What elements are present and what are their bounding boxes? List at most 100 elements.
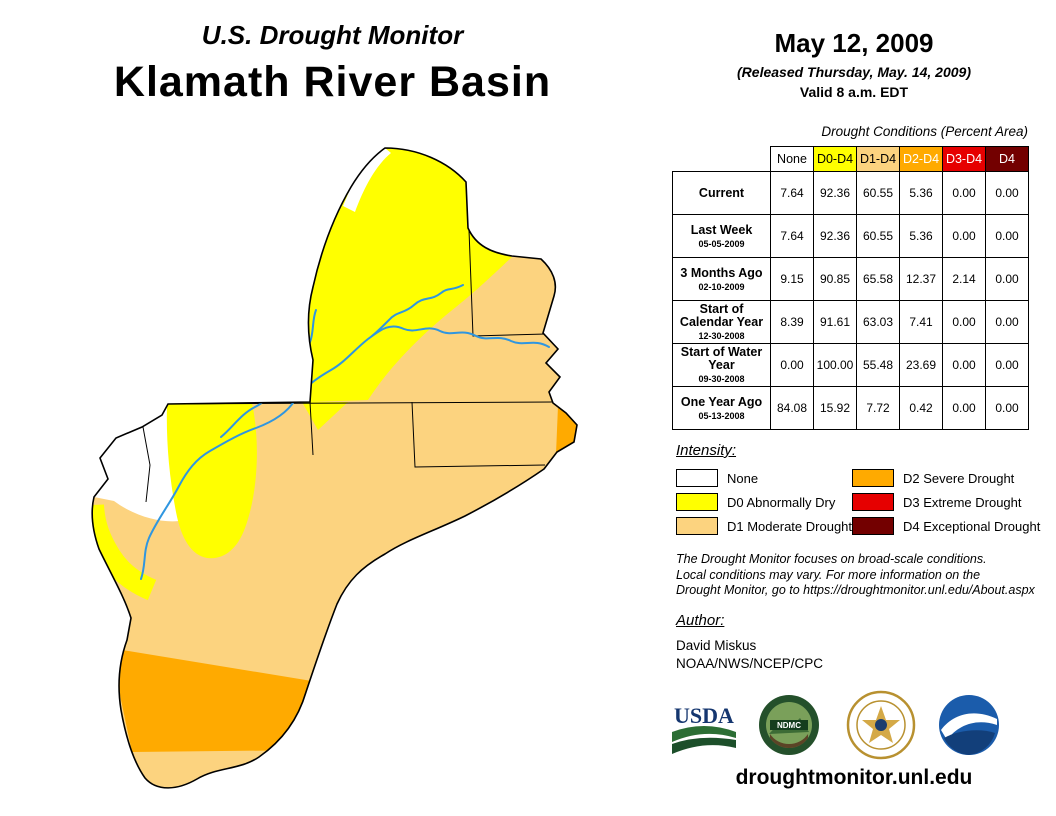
- d4-swatch: [852, 517, 894, 535]
- program-title: U.S. Drought Monitor: [201, 20, 464, 50]
- disclaimer-line: Local conditions may vary. For more info…: [676, 567, 981, 582]
- col-header-d1-d4: D1-D4: [856, 146, 900, 172]
- col-header-d3-d4: D3-D4: [942, 146, 986, 172]
- legend-label: D2 Severe Drought: [903, 470, 1015, 486]
- table-row-last-week: Last Week 05-05-2009 7.64 92.36 60.55 5.3…: [672, 214, 1029, 258]
- table-cell: 7.41: [899, 300, 943, 344]
- table-cell: 63.03: [856, 300, 900, 344]
- legend-item-none: None: [676, 466, 852, 490]
- legend-label: D1 Moderate Drought: [727, 518, 853, 534]
- row-label: One Year Ago 05-13-2008: [672, 386, 771, 430]
- table-cell: 0.00: [942, 171, 986, 215]
- d3-swatch: [852, 493, 894, 511]
- table-cell: 60.55: [856, 171, 900, 215]
- table-cell: 5.36: [899, 214, 943, 258]
- table-cell: 2.14: [942, 257, 986, 301]
- table-cell: 0.00: [985, 343, 1029, 387]
- drought-map: [91, 147, 578, 789]
- d2-swatch: [852, 469, 894, 487]
- map-region-d0-wedge: [302, 402, 348, 430]
- disclaimer-line: The Drought Monitor focuses on broad-sca…: [676, 552, 987, 566]
- table-cell: 0.00: [942, 386, 986, 430]
- table-cell: 23.69: [899, 343, 943, 387]
- table-cell: 15.92: [813, 386, 857, 430]
- valid-time: Valid 8 a.m. EDT: [799, 84, 909, 100]
- row-label: Last Week 05-05-2009: [672, 214, 771, 258]
- table-cell: 0.00: [985, 257, 1029, 301]
- footer-url: droughtmonitor.unl.edu: [735, 766, 973, 789]
- svg-text:NDMC: NDMC: [777, 721, 801, 730]
- table-cell: 8.39: [770, 300, 814, 344]
- table-cell: 9.15: [770, 257, 814, 301]
- svg-text:USDA: USDA: [674, 703, 734, 728]
- table-row-start-of-water-year: Start of Water Year 09-30-2008 0.00 100.0…: [672, 343, 1029, 387]
- row-label: Start of Calendar Year 12-30-2008: [672, 300, 771, 344]
- basin-outline: [91, 147, 578, 789]
- col-header-d4: D4: [985, 146, 1029, 172]
- table-cell: 7.72: [856, 386, 900, 430]
- author-organization: NOAA/NWS/NCEP/CPC: [676, 656, 824, 671]
- table-cell: 0.00: [770, 343, 814, 387]
- table-cell: 5.36: [899, 171, 943, 215]
- legend-title: Intensity:: [676, 442, 737, 459]
- table-cell: 0.00: [985, 214, 1029, 258]
- map-region-d0-southwest-band: [92, 504, 157, 601]
- map-region-d0-west: [166, 403, 257, 559]
- legend-item-d1: D1 Moderate Drought: [676, 514, 852, 538]
- table-cell: 90.85: [813, 257, 857, 301]
- usda-logo: USDA: [672, 703, 736, 754]
- row-label: 3 Months Ago 02-10-2009: [672, 257, 771, 301]
- table-cell: 60.55: [856, 214, 900, 258]
- legend-item-d0: D0 Abnormally Dry: [676, 490, 852, 514]
- table-row-start-of-calendar-year: Start of Calendar Year 12-30-2008 8.39 91…: [672, 300, 1029, 344]
- col-header-none: None: [770, 146, 814, 172]
- legend-label: None: [727, 470, 759, 486]
- table-cell: 55.48: [856, 343, 900, 387]
- table-row-current: Current 7.64 92.36 60.55 5.36 0.00 0.00: [672, 171, 1029, 215]
- commerce-logo: [846, 690, 916, 760]
- none-swatch: [676, 469, 718, 487]
- table-corner-cell: [673, 147, 771, 172]
- d1-swatch: [676, 517, 718, 535]
- drought-conditions-table: None D0-D4 D1-D4 D2-D4 D3-D4 D4 Current …: [672, 146, 1029, 430]
- legend-item-d2: D2 Severe Drought: [852, 466, 1040, 490]
- legend-item-d4: D4 Exceptional Drought: [852, 514, 1040, 538]
- map-region-d2-south: [110, 648, 318, 752]
- table-cell: 0.00: [985, 300, 1029, 344]
- d0-swatch: [676, 493, 718, 511]
- table-cell: 12.37: [899, 257, 943, 301]
- table-cell: 92.36: [813, 214, 857, 258]
- table-header-row: None D0-D4 D1-D4 D2-D4 D3-D4 D4: [673, 146, 1029, 172]
- map-date: May 12, 2009: [774, 28, 934, 58]
- table-cell: 0.00: [942, 300, 986, 344]
- legend-label: D3 Extreme Drought: [903, 494, 1022, 510]
- table-cell: 91.61: [813, 300, 857, 344]
- legend-column-right: D2 Severe Drought D3 Extreme Drought D4 …: [852, 466, 1040, 538]
- map-region-none-west: [94, 404, 179, 522]
- map-region-none-northwest-sliver: [343, 148, 391, 212]
- table-cell: 65.58: [856, 257, 900, 301]
- released-date: (Released Thursday, May. 14, 2009): [737, 64, 971, 80]
- table-cell: 0.00: [985, 171, 1029, 215]
- table-row-one-year-ago: One Year Ago 05-13-2008 84.08 15.92 7.72 …: [672, 386, 1029, 430]
- table-cell: 84.08: [770, 386, 814, 430]
- table-row-3-months-ago: 3 Months Ago 02-10-2009 9.15 90.85 65.58 …: [672, 257, 1029, 301]
- disclaimer-line: Drought Monitor, go to https://droughtmo…: [676, 583, 1035, 597]
- legend-label: D4 Exceptional Drought: [903, 518, 1041, 534]
- table-cell: 7.64: [770, 214, 814, 258]
- table-cell: 100.00: [813, 343, 857, 387]
- col-header-d0-d4: D0-D4: [813, 146, 857, 172]
- author-heading: Author:: [676, 612, 725, 629]
- row-label: Current: [672, 171, 771, 215]
- col-header-d2-d4: D2-D4: [899, 146, 943, 172]
- disclaimer-text: The Drought Monitor focuses on broad-sca…: [676, 552, 1041, 599]
- author-name: David Miskus: [676, 638, 757, 653]
- legend-column-left: None D0 Abnormally Dry D1 Moderate Droug…: [676, 466, 852, 538]
- table-cell: 92.36: [813, 171, 857, 215]
- table-cell: 7.64: [770, 171, 814, 215]
- page-title: Klamath River Basin: [113, 58, 552, 106]
- table-title: Drought Conditions (Percent Area): [821, 124, 1028, 139]
- map-region-d1-moderate: [92, 148, 577, 788]
- table-cell: 0.00: [942, 214, 986, 258]
